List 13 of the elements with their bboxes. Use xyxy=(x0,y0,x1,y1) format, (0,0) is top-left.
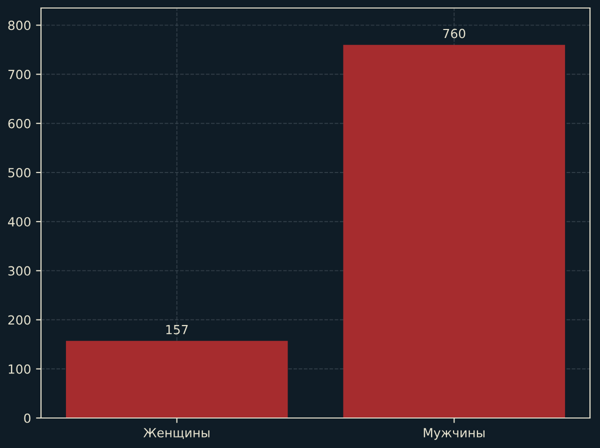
y-tick-label: 800 xyxy=(8,20,30,30)
y-tick-label: 200 xyxy=(8,315,30,325)
y-tick-label: 400 xyxy=(8,217,30,227)
y-tick-label: 600 xyxy=(8,118,30,128)
y-tick-label: 0 xyxy=(24,413,30,423)
y-tick-label: 300 xyxy=(8,266,30,276)
x-tick-label: Мужчины xyxy=(424,428,485,440)
data-label: 760 xyxy=(443,28,466,38)
data-label: 157 xyxy=(166,325,188,334)
y-tick-label: 500 xyxy=(8,168,30,178)
y-tick-label: 100 xyxy=(8,364,30,374)
y-tick-label: 700 xyxy=(8,70,30,80)
x-tick-label: Женщины xyxy=(143,428,210,439)
